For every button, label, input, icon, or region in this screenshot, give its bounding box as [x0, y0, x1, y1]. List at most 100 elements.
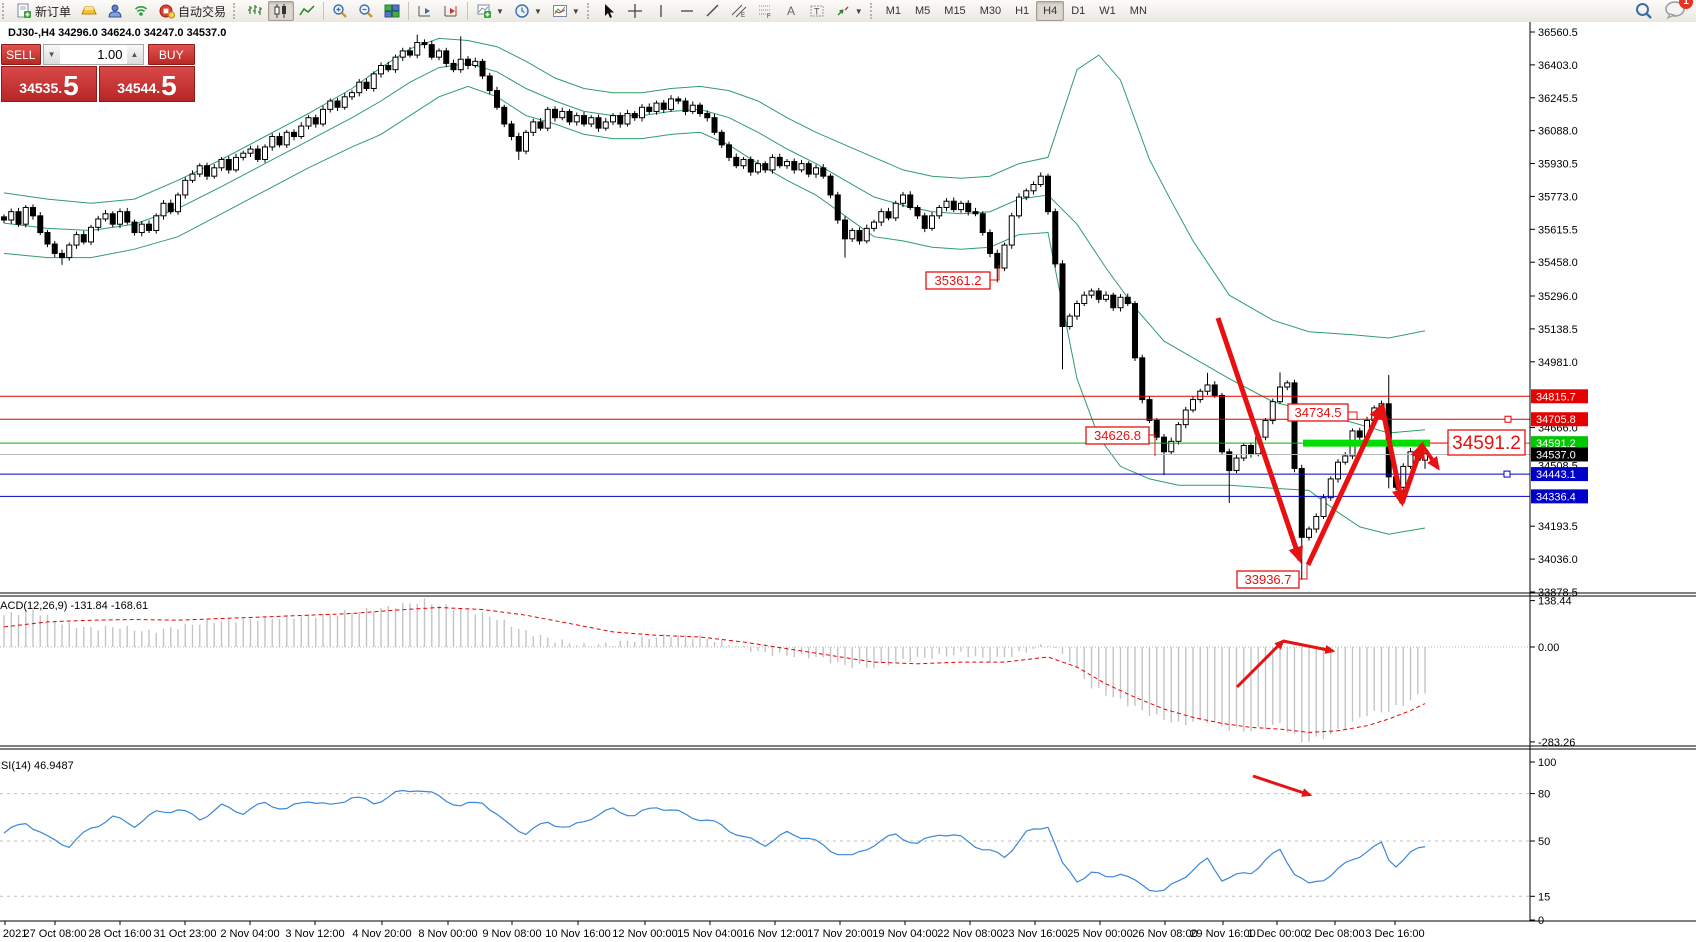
annotations[interactable]: 35361.2 34626.8 34734.5 33936.7 34591.2	[925, 265, 1526, 797]
profile-button[interactable]	[102, 1, 128, 21]
arrows-icon	[835, 3, 851, 19]
annotation-arrow	[1235, 639, 1285, 689]
symbol-ohlc-info: DJ30-,H4 34296.0 34624.0 34247.0 34537.0	[8, 27, 226, 39]
candle	[624, 113, 631, 125]
ask-price[interactable]: 34544. 5	[99, 66, 195, 102]
candle	[1335, 461, 1341, 480]
annotation-arrow	[1305, 402, 1385, 567]
candle	[22, 206, 29, 225]
period-icon	[514, 3, 530, 19]
candle	[892, 202, 899, 219]
bar-chart-button[interactable]	[242, 1, 268, 21]
horizontal-line-tool-button[interactable]	[674, 1, 700, 21]
horizontal-line-icon	[679, 3, 695, 19]
trendline-tool-button[interactable]	[700, 1, 726, 21]
channel-tool-button[interactable]: E	[726, 1, 752, 21]
toolbar-right: 1	[1634, 0, 1696, 23]
date-label: 1 Dec 00:00	[1247, 928, 1306, 940]
timeframe-M30[interactable]: M30	[973, 1, 1008, 21]
date-label: 2 Nov 04:00	[220, 928, 279, 940]
candle	[689, 104, 696, 112]
macd-pane: MACD(12,26,9) -131.84 -168.61 138.44 0.00 -…	[0, 596, 1575, 749]
candle	[1146, 399, 1153, 421]
candle	[1356, 430, 1363, 438]
timeframe-M15[interactable]: M15	[937, 1, 972, 21]
candle	[776, 156, 783, 167]
candle	[363, 81, 370, 89]
timeframe-H4[interactable]: H4	[1036, 1, 1065, 21]
vertical-line-tool-button[interactable]	[648, 1, 674, 21]
timeframe-M1[interactable]: M1	[879, 1, 908, 21]
candle	[631, 113, 638, 119]
date-label: 27 Oct 08:00	[24, 928, 87, 940]
search-icon[interactable]	[1634, 1, 1654, 21]
bar-chart-icon	[247, 3, 263, 19]
svg-text:A: A	[787, 4, 795, 18]
candle	[370, 73, 377, 89]
auto-scroll-button[interactable]	[412, 1, 438, 21]
annotation-box	[1085, 426, 1150, 445]
text-tool-button[interactable]: A	[778, 1, 804, 21]
crosshair-tool-button[interactable]	[622, 1, 648, 21]
bid-price[interactable]: 34535. 5	[1, 66, 97, 102]
timeframe-H1[interactable]: H1	[1008, 1, 1036, 21]
template-button[interactable]: ▼	[547, 1, 585, 21]
profile-icon	[107, 3, 123, 19]
text-icon: A	[783, 3, 799, 19]
macd-label: MACD(12,26,9) -131.84 -168.61	[0, 600, 148, 612]
volume-input[interactable]: 1.00	[97, 47, 123, 62]
candle	[73, 234, 80, 246]
candle	[1, 216, 7, 221]
line-chart-button[interactable]	[294, 1, 320, 21]
chart-canvas[interactable]: 36560.5 36403.0 36245.5 36088.0 35930.5 35773…	[0, 22, 1696, 942]
candle	[15, 211, 22, 225]
candle	[588, 117, 595, 125]
tile-windows-button[interactable]	[379, 1, 405, 21]
rsi-axis-tick: 50	[1538, 836, 1550, 848]
candle	[182, 179, 189, 196]
zoom-in-button[interactable]	[327, 1, 353, 21]
candle	[399, 50, 406, 58]
candle	[501, 106, 508, 125]
timeframe-D1[interactable]: D1	[1064, 1, 1092, 21]
candle	[334, 100, 341, 108]
buy-button[interactable]: BUY	[147, 44, 195, 65]
price-axis[interactable]: 36560.5 36403.0 36245.5 36088.0 35930.5 35773…	[1530, 27, 1588, 599]
candle	[675, 98, 682, 102]
new-order-button[interactable]: 新订单	[11, 1, 76, 21]
autotrade-button[interactable]: 自动交易	[154, 1, 231, 21]
zoom-out-button[interactable]	[353, 1, 379, 21]
svg-text:34815.7: 34815.7	[1536, 391, 1576, 403]
candle	[1422, 453, 1428, 461]
signals-button[interactable]	[128, 1, 154, 21]
candlestick-chart-button[interactable]	[268, 1, 295, 21]
candle	[508, 123, 515, 137]
price-tick: 35138.5	[1538, 324, 1578, 336]
volume-increase-button[interactable]: ▲	[126, 45, 143, 64]
gold-button[interactable]	[76, 1, 102, 21]
sell-button[interactable]: SELL	[1, 44, 41, 65]
date-label: 9 Nov 08:00	[482, 928, 541, 940]
candle	[218, 158, 225, 169]
chart-shift-button[interactable]	[438, 1, 464, 21]
volume-decrease-button[interactable]: ▼	[43, 45, 60, 64]
candle	[479, 60, 486, 77]
candle	[1306, 528, 1312, 538]
fibonacci-tool-button[interactable]: F	[752, 1, 778, 21]
timeframe-M5[interactable]: M5	[908, 1, 937, 21]
candle	[900, 194, 906, 204]
text-label-tool-button[interactable]: T	[804, 1, 830, 21]
notifications-button[interactable]: 1	[1664, 0, 1693, 23]
cursor-tool-button[interactable]	[596, 1, 622, 21]
period-button[interactable]: ▼	[509, 1, 547, 21]
timeframe-W1[interactable]: W1	[1092, 1, 1123, 21]
timeframe-MN[interactable]: MN	[1123, 1, 1154, 21]
candle	[88, 226, 94, 243]
candle	[1132, 303, 1138, 359]
new-chart-button[interactable]: ▼	[471, 1, 509, 21]
arrows-tool-button[interactable]: ▼	[830, 1, 868, 21]
candle	[167, 202, 174, 213]
candle	[1124, 296, 1131, 305]
annotation-box	[1236, 570, 1300, 589]
